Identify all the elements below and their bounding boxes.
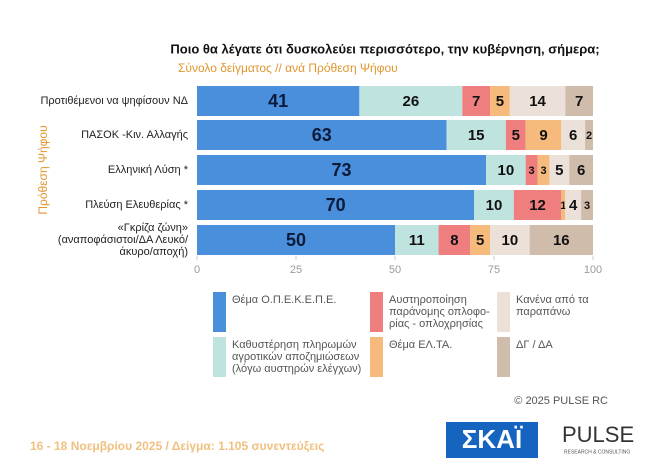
footnote: 16 - 18 Νοεμβρίου 2025 / Δείγμα: 1.105 σ…	[30, 439, 324, 453]
y-tick-label: «Γκρίζα ζώνη» (αναποφάσιστοι/ΔΑ Λευκό/άκ…	[57, 222, 188, 258]
data-label: 50	[286, 230, 306, 250]
data-label: 11	[409, 232, 425, 249]
data-label: 7	[575, 93, 583, 110]
x-tick-label: 25	[290, 264, 302, 276]
legend-label: Θέμα ΕΛ.ΤΑ.	[389, 339, 453, 351]
chart-title: Ποιο θα λέγατε ότι δυσκολεύει περισσότερ…	[170, 41, 599, 56]
bar-segment	[509, 86, 566, 116]
legend-swatch	[213, 292, 226, 332]
y-tick-label: Προτιθέμενοι να ψηφίσουν ΝΔ	[40, 95, 188, 107]
bar-segment	[470, 225, 491, 255]
bar-segment	[197, 120, 447, 150]
y-tick-label: Ελληνική Λύση *	[107, 164, 188, 176]
bar-segment	[395, 225, 439, 255]
y-axis-title: Πρόθεση Ψήφου	[36, 125, 50, 214]
legend-label: ΔΓ / ΔΑ	[516, 339, 553, 351]
bar-segment	[486, 155, 526, 185]
bar-segment	[585, 120, 593, 150]
data-label: 73	[332, 160, 352, 180]
bar-segment	[525, 120, 562, 150]
data-label: 4	[569, 197, 578, 214]
data-label: 3	[529, 165, 535, 177]
x-tick-label: 50	[389, 264, 401, 276]
bar-segment	[505, 120, 526, 150]
data-label: 70	[326, 195, 346, 215]
y-tick-label: Πλεύση Ελευθερίας *	[85, 199, 188, 211]
logo-pulse: PULSE	[562, 422, 634, 447]
bar-segment	[490, 86, 510, 116]
bar-segment	[565, 190, 582, 220]
legend-label: Θέμα Ο.Π.Ε.Κ.Ε.Π.Ε.	[232, 294, 337, 306]
y-tick-label: ΠΑΣΟΚ -Κιν. Αλλαγής	[81, 129, 188, 141]
data-label: 5	[476, 232, 484, 249]
logo-sub: RESEARCH & CONSULTING	[564, 449, 630, 455]
bar-segment	[462, 86, 491, 116]
bar-segment	[359, 86, 463, 116]
x-tick-label: 75	[488, 264, 500, 276]
logo-skai: ΣΚΑΪ	[462, 424, 523, 454]
data-label: 16	[553, 232, 570, 249]
data-label: 8	[450, 232, 458, 249]
bar-segment	[569, 155, 593, 185]
bar-segment	[549, 155, 570, 185]
data-label: 5	[512, 127, 520, 144]
legend-swatch	[370, 337, 383, 377]
bar-segment	[438, 225, 471, 255]
x-tick-label: 0	[194, 264, 200, 276]
data-label: 3	[540, 165, 546, 177]
data-label: 10	[498, 162, 515, 179]
data-label: 5	[496, 93, 504, 110]
data-label: 12	[529, 197, 546, 214]
bar-segment	[561, 120, 586, 150]
bar-segment	[197, 190, 475, 220]
data-label: 6	[569, 127, 577, 144]
legend-swatch	[213, 337, 226, 377]
bar-segment	[537, 155, 550, 185]
bar-segment	[561, 190, 566, 220]
bar-segment	[197, 225, 395, 255]
legend-swatch	[370, 292, 383, 332]
legend-label: Καθυστέρηση πληρωμών αγροτικών αποζημιώσ…	[232, 339, 362, 375]
data-label: 63	[312, 125, 332, 145]
bar-segment	[197, 155, 487, 185]
data-label: 26	[402, 93, 419, 110]
data-label: 6	[577, 162, 585, 179]
logo-bg	[446, 422, 538, 458]
legend-swatch	[497, 337, 510, 377]
data-label: 3	[584, 200, 590, 212]
bar-segment	[513, 190, 562, 220]
subtitle: Σύνολο δείγματος // ανά Πρόθεση Ψήφου	[178, 61, 398, 75]
data-label: 5	[555, 162, 563, 179]
data-label: 7	[472, 93, 480, 110]
x-tick-label: 100	[584, 264, 602, 276]
legend-label: Κανένα από τα παραπάνω	[516, 294, 589, 318]
legend-label: Αυστηροποίηση παράνομης οπλοφο- ρίας - ο…	[389, 294, 490, 330]
bar-segment	[581, 190, 593, 220]
data-label: 1	[560, 200, 566, 212]
data-label: 10	[486, 197, 503, 214]
data-label: 15	[468, 127, 485, 144]
bar-segment	[565, 86, 593, 116]
data-label: 2	[586, 130, 592, 142]
bar-segment	[525, 155, 538, 185]
legend-swatch	[497, 292, 510, 332]
source: © 2025 PULSE RC	[514, 395, 608, 407]
bar-segment	[446, 120, 506, 150]
bar-segment	[490, 225, 530, 255]
data-label: 10	[501, 232, 518, 249]
data-label: 14	[529, 93, 546, 110]
data-label: 9	[539, 127, 547, 144]
data-label: 41	[268, 91, 288, 111]
bar-segment	[529, 225, 593, 255]
bar-segment	[474, 190, 514, 220]
bar-segment	[197, 86, 360, 116]
